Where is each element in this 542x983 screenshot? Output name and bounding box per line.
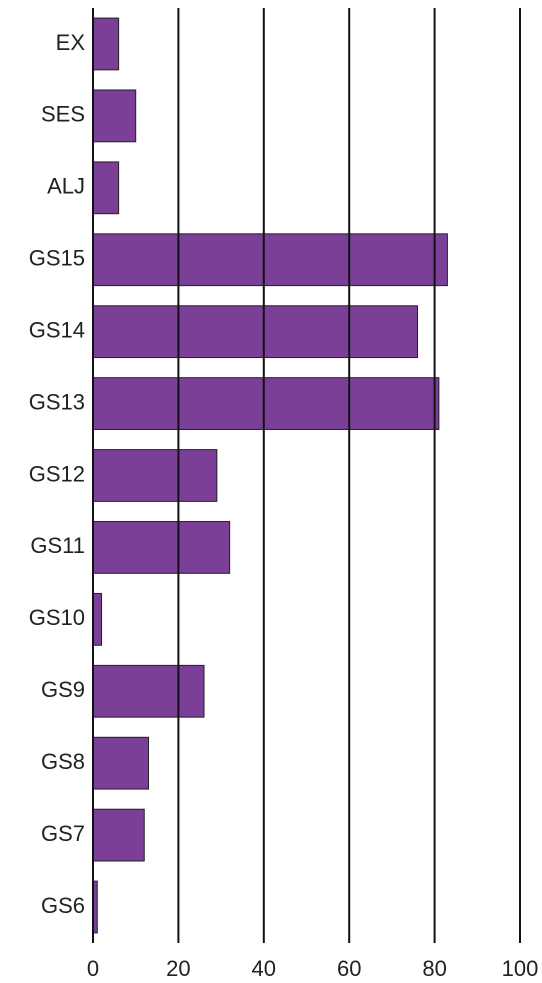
bar [92,736,150,790]
bar [92,592,103,646]
x-tick-label: 60 [337,956,361,981]
bar [92,521,231,574]
bar [92,89,137,143]
y-tick-label: GS15 [29,246,85,271]
y-tick-label: GS12 [29,461,85,486]
y-tick-label: GS14 [29,317,85,342]
x-tick-label: 20 [166,956,190,981]
y-tick-label: GS9 [41,677,85,702]
y-tick-label: EX [56,30,86,55]
bar [92,17,120,71]
bar [92,449,218,502]
y-tick-label: ALJ [47,174,85,199]
bar [92,233,448,287]
x-tick-label: 0 [87,956,99,981]
y-tick-label: GS11 [30,533,85,558]
bar [92,377,440,430]
y-tick-label: GS6 [41,893,85,918]
y-tick-label: GS13 [29,389,85,414]
bar [92,664,205,718]
y-tick-label: GS8 [41,749,85,774]
x-tick-label: 40 [252,956,276,981]
y-tick-label: SES [41,102,85,127]
x-tick-label: 80 [422,956,446,981]
y-tick-label: GS10 [29,605,85,630]
bar [92,808,145,862]
x-tick-label: 100 [502,956,539,981]
y-tick-label: GS7 [41,821,85,846]
bar [92,305,419,359]
bar [92,161,120,215]
